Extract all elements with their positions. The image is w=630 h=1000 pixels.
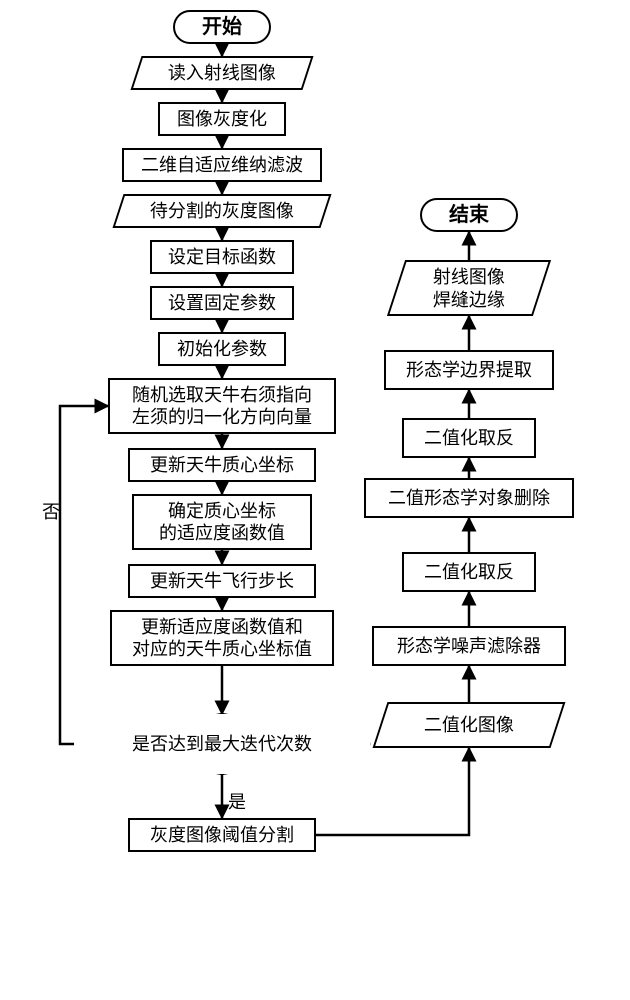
io-gray-image: 待分割的灰度图像 (118, 194, 326, 228)
proc-bin-invert-2: 二值化取反 (402, 418, 536, 458)
proc-fixed-params: 设置固定参数 (150, 286, 294, 320)
proc-init-params: 初始化参数 (158, 332, 286, 366)
io-weld-edge: 射线图像 焊缝边缘 (396, 260, 542, 316)
label-yes: 是 (228, 788, 246, 814)
proc-morph-boundary: 形态学边界提取 (384, 350, 554, 390)
proc-fitness: 确定质心坐标 的适应度函数值 (132, 494, 312, 550)
proc-random-direction: 随机选取天牛右须指向 左须的归一化方向向量 (108, 378, 336, 434)
end-terminator: 结束 (420, 198, 518, 232)
proc-update-centroid: 更新天牛质心坐标 (128, 448, 316, 482)
decision-label: 是否达到最大迭代次数 (74, 714, 370, 774)
start-terminator: 开始 (173, 10, 271, 44)
proc-wiener: 二维自适应维纳滤波 (122, 148, 322, 182)
flowchart-canvas: 开始 读入射线图像 图像灰度化 二维自适应维纳滤波 待分割的灰度图像 设定目标函… (0, 0, 630, 1000)
proc-objective: 设定目标函数 (150, 240, 294, 274)
proc-morph-remove: 二值形态学对象删除 (364, 478, 574, 518)
io-read-image: 读入射线图像 (136, 56, 308, 90)
proc-bin-invert-1: 二值化取反 (402, 552, 536, 592)
proc-morph-noise: 形态学噪声滤除器 (372, 626, 566, 666)
proc-update-fitness: 更新适应度函数值和 对应的天牛质心坐标值 (110, 610, 334, 666)
proc-update-step: 更新天牛飞行步长 (128, 564, 316, 598)
io-binary-image: 二值化图像 (380, 702, 558, 748)
proc-threshold-seg: 灰度图像阈值分割 (128, 818, 316, 852)
label-no: 否 (42, 498, 60, 524)
proc-grayscale: 图像灰度化 (158, 102, 286, 136)
